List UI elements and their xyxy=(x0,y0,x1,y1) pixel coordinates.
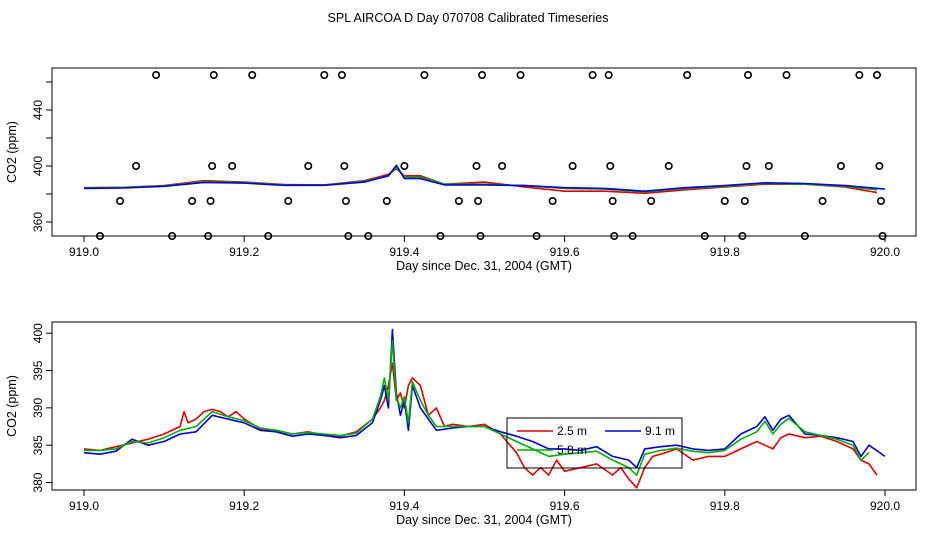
calibration-marker xyxy=(878,232,887,241)
calibration-marker xyxy=(474,197,483,206)
bottom-plot-frame xyxy=(51,321,917,491)
calibration-marker xyxy=(516,71,525,80)
calibration-marker xyxy=(604,71,613,80)
calibration-marker xyxy=(188,197,197,206)
bottom-x-tick-label: 919.4 xyxy=(389,499,419,513)
calibration-marker xyxy=(206,197,215,206)
bottom-y-tick-label: 385 xyxy=(31,435,45,455)
calibration-marker xyxy=(209,71,218,80)
top-x-tick-label: 919.6 xyxy=(550,245,580,259)
bottom-series-line-9-1-m xyxy=(83,328,886,469)
calibration-marker xyxy=(532,232,541,241)
calibration-marker xyxy=(872,71,881,80)
calibration-marker xyxy=(608,197,617,206)
calibration-marker xyxy=(248,71,257,80)
calibration-marker xyxy=(855,71,864,80)
calibration-marker xyxy=(782,71,791,80)
top-y-tick-label: 400 xyxy=(31,156,45,176)
calibration-marker xyxy=(264,232,273,241)
bottom-y-axis-label: CO2 (ppm) xyxy=(5,375,19,437)
calibration-marker xyxy=(700,232,709,241)
calibration-marker xyxy=(204,232,213,241)
calibration-marker xyxy=(152,71,161,80)
calibration-marker xyxy=(498,162,507,171)
top-x-tick-label: 919.0 xyxy=(69,245,99,259)
calibration-marker xyxy=(647,197,656,206)
calibration-marker xyxy=(208,162,217,171)
calibration-marker xyxy=(744,71,753,80)
top-x-axis-label: Day since Dec. 31, 2004 (GMT) xyxy=(396,259,572,273)
calibration-marker xyxy=(420,71,429,80)
top-x-tick-label: 919.8 xyxy=(710,245,740,259)
calibration-marker xyxy=(568,162,577,171)
calibration-marker xyxy=(720,197,729,206)
calibration-marker xyxy=(337,71,346,80)
calibration-marker xyxy=(800,232,809,241)
calibration-marker xyxy=(132,162,141,171)
calibration-marker xyxy=(228,162,237,171)
calibration-marker xyxy=(875,162,884,171)
calibration-marker xyxy=(740,197,749,206)
calibration-marker xyxy=(742,162,751,171)
top-y-tick-label: 360 xyxy=(31,212,45,232)
bottom-x-tick-label: 919.0 xyxy=(69,499,99,513)
calibration-marker xyxy=(478,71,487,80)
legend-label: 9.1 m xyxy=(645,424,675,438)
calibration-marker xyxy=(664,162,673,171)
calibration-marker xyxy=(454,197,463,206)
calibration-marker xyxy=(341,197,350,206)
bottom-y-tick-label: 380 xyxy=(31,472,45,492)
top-x-tick-label: 920.0 xyxy=(870,245,900,259)
top-panel: 919.0 919.2 919.4 919.6 919.8 920.0 360 400 440 D… xyxy=(5,67,917,273)
calibration-marker xyxy=(344,232,353,241)
bottom-x-tick-label: 919.6 xyxy=(550,499,580,513)
calibration-marker xyxy=(472,162,481,171)
calibration-marker xyxy=(96,232,105,241)
calibration-marker xyxy=(836,162,845,171)
legend-box xyxy=(506,417,683,469)
calibration-marker xyxy=(364,232,373,241)
calibration-marker xyxy=(168,232,177,241)
legend-label: 5.8 m xyxy=(557,443,587,457)
calibration-marker xyxy=(548,197,557,206)
bottom-x-tick-label: 919.2 xyxy=(229,499,259,513)
top-y-tick-label: 440 xyxy=(31,100,45,120)
calibration-marker xyxy=(116,197,125,206)
legend-label: 2.5 m xyxy=(557,424,587,438)
bottom-series-line-5-8-m xyxy=(84,339,870,476)
calibration-marker xyxy=(764,162,773,171)
calibration-marker xyxy=(628,232,637,241)
top-y-axis-label: CO2 (ppm) xyxy=(5,121,19,183)
calibration-marker xyxy=(610,232,619,241)
calibration-marker xyxy=(606,162,615,171)
top-series-line-blue xyxy=(83,164,886,192)
calibration-marker xyxy=(818,197,827,206)
calibration-marker xyxy=(476,232,485,241)
top-x-tick-label: 919.2 xyxy=(229,245,259,259)
bottom-panel: 919.0 919.2 919.4 919.6 919.8 920.0 380 385 390 3… xyxy=(5,321,917,527)
top-plot-frame xyxy=(51,67,917,237)
calibration-marker xyxy=(382,197,391,206)
calibration-marker xyxy=(320,71,329,80)
calibration-marker xyxy=(738,232,747,241)
calibration-marker xyxy=(436,232,445,241)
bottom-x-axis-label: Day since Dec. 31, 2004 (GMT) xyxy=(396,513,572,527)
bottom-series-line-2-5-m xyxy=(83,362,878,489)
top-series-line-green xyxy=(83,166,878,193)
top-x-tick-label: 919.4 xyxy=(389,245,419,259)
calibration-marker xyxy=(340,162,349,171)
calibration-marker xyxy=(304,162,313,171)
figure-title: SPL AIRCOA D Day 070708 Calibrated Times… xyxy=(328,11,609,25)
calibration-marker xyxy=(683,71,692,80)
calibration-marker xyxy=(400,162,409,171)
calibration-marker xyxy=(876,197,885,206)
bottom-x-tick-label: 919.8 xyxy=(710,499,740,513)
bottom-y-tick-label: 390 xyxy=(31,398,45,418)
calibration-marker xyxy=(284,197,293,206)
bottom-y-tick-label: 395 xyxy=(31,360,45,380)
bottom-y-tick-label: 400 xyxy=(31,323,45,343)
calibration-marker xyxy=(588,71,597,80)
bottom-x-tick-label: 920.0 xyxy=(870,499,900,513)
